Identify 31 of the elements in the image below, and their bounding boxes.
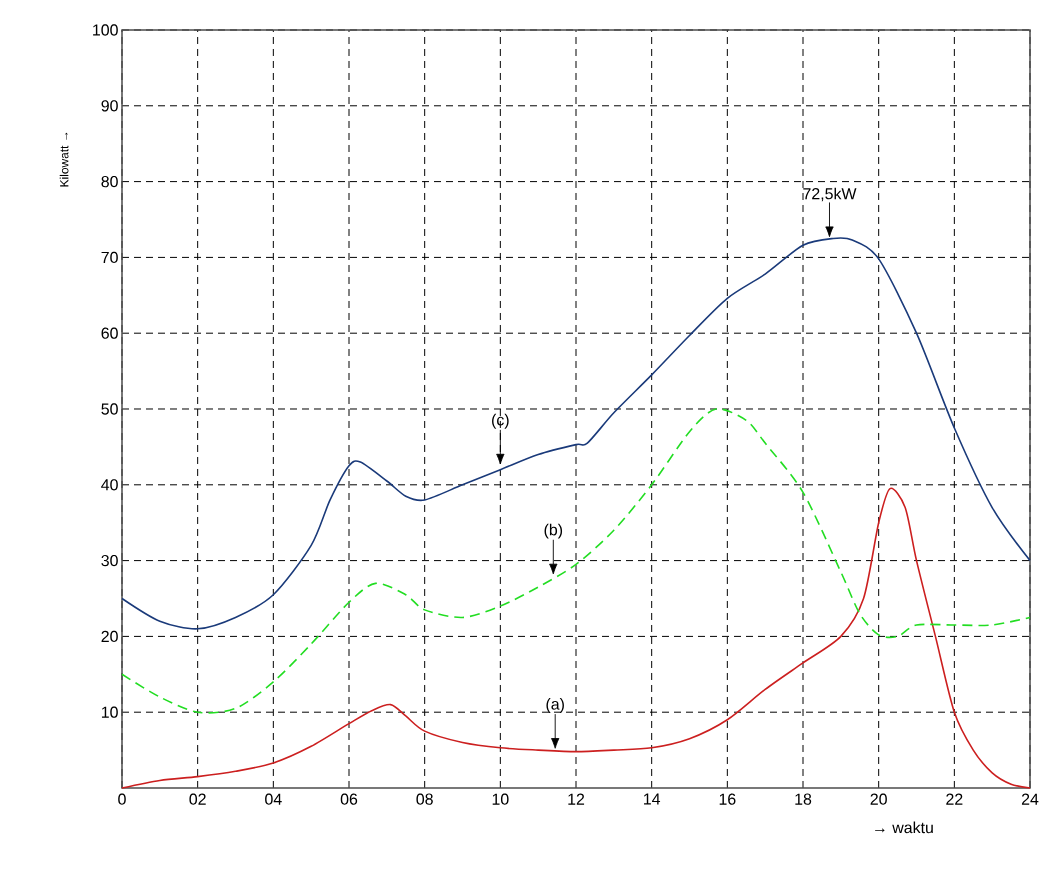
y-tick-label: 30 [101, 554, 118, 567]
y-tick-label: 100 [93, 24, 118, 36]
y-tick-label: 50 [101, 403, 118, 415]
x-tick-label: 08 [416, 793, 433, 805]
x-tick-label: 18 [795, 793, 812, 805]
x-tick-label: 22 [946, 793, 963, 805]
y-tick-label: 60 [101, 327, 118, 339]
y-tick-label: 40 [101, 479, 118, 491]
y-tick-label: 10 [101, 706, 118, 718]
x-tick-label: 24 [1021, 793, 1039, 805]
x-tick-label: 12 [568, 793, 585, 805]
x-tick-label: 10 [492, 793, 509, 805]
annotation: (a) [546, 698, 564, 713]
y-tick-label: 70 [101, 251, 118, 264]
y-tick-label: 90 [101, 100, 118, 112]
line-series [121, 408, 1031, 714]
x-tick-label: 04 [265, 793, 282, 805]
x-tick-label: 14 [644, 793, 661, 805]
annotation: (c) [492, 413, 509, 429]
y-tick-label: 80 [101, 175, 118, 188]
annotation: 72,5kW [803, 187, 857, 202]
x-tick-label: 06 [340, 793, 358, 805]
y-axis-title: Kilowatt → [59, 132, 69, 187]
y-tick-label: 20 [101, 630, 118, 643]
x-tick-label: 0 [118, 793, 126, 805]
line-series [121, 487, 1031, 789]
x-tick-label: 16 [719, 793, 736, 805]
x-axis-title: → waktu [875, 821, 933, 834]
annotation: (b) [544, 523, 563, 539]
x-tick-label: 20 [870, 793, 887, 805]
x-tick-label: 02 [189, 793, 206, 805]
